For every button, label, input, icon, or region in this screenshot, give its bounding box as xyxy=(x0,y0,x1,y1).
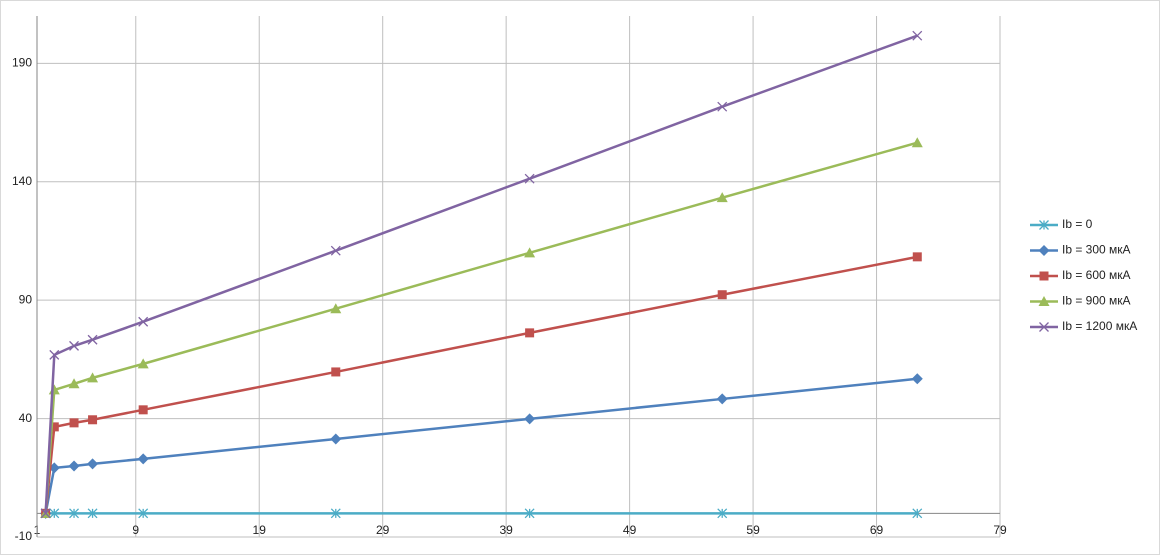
marker xyxy=(40,508,51,519)
marker xyxy=(330,508,341,519)
marker xyxy=(138,405,148,415)
marker xyxy=(911,373,923,385)
x-tick-label: 19 xyxy=(253,523,267,537)
y-tick-label: 90 xyxy=(19,292,33,306)
marker xyxy=(524,173,535,184)
legend-label: Ib = 900 мкА xyxy=(1062,294,1131,308)
marker xyxy=(87,458,99,470)
marker xyxy=(524,247,536,258)
marker xyxy=(137,453,149,465)
marker xyxy=(49,349,60,360)
legend-label: Ib = 300 мкА xyxy=(1062,243,1131,257)
marker xyxy=(68,378,80,389)
marker xyxy=(49,422,59,432)
marker xyxy=(1039,220,1049,230)
x-tick-label: 69 xyxy=(870,523,884,537)
x-tick-label: 29 xyxy=(376,523,390,537)
grid: -1040901401901919293949596979 xyxy=(12,16,1007,543)
marker xyxy=(88,415,98,425)
marker xyxy=(1039,271,1049,281)
legend-label: Ib = 600 мкА xyxy=(1062,268,1131,282)
marker xyxy=(68,460,80,472)
marker xyxy=(524,508,535,519)
marker xyxy=(138,316,149,327)
legend-label: Ib = 1200 мкА xyxy=(1062,319,1137,333)
marker xyxy=(912,252,922,262)
marker xyxy=(717,508,728,519)
marker xyxy=(137,358,149,369)
marker xyxy=(87,372,99,383)
x-tick-label: 79 xyxy=(993,523,1007,537)
marker xyxy=(1039,322,1049,332)
marker xyxy=(330,433,342,445)
marker xyxy=(524,413,536,425)
marker xyxy=(912,30,923,41)
x-tick-label: 9 xyxy=(132,523,139,537)
marker xyxy=(69,508,79,519)
marker xyxy=(1038,245,1050,256)
y-tick-label: 190 xyxy=(12,56,32,70)
marker xyxy=(87,508,98,519)
x-tick-label: 39 xyxy=(499,523,513,537)
marker xyxy=(716,192,728,203)
marker xyxy=(331,367,341,377)
y-tick-label: -10 xyxy=(15,529,33,543)
marker xyxy=(69,418,79,428)
legend-label: Ib = 0 xyxy=(1062,217,1093,231)
y-tick-label: 140 xyxy=(12,174,32,188)
marker xyxy=(911,137,923,148)
marker xyxy=(330,245,341,256)
marker xyxy=(1038,296,1050,306)
y-tick-label: 40 xyxy=(19,411,33,425)
marker xyxy=(87,334,98,345)
marker xyxy=(69,340,79,351)
legend: Ib = 0 Ib = 300 мкА Ib = 600 мкА Ib = 900 м… xyxy=(1030,217,1137,333)
marker xyxy=(717,290,727,300)
marker xyxy=(717,101,728,112)
marker xyxy=(330,303,342,314)
marker xyxy=(49,508,60,519)
x-tick-label: 49 xyxy=(623,523,637,537)
marker xyxy=(138,508,149,519)
plot xyxy=(40,30,923,519)
marker xyxy=(716,393,728,405)
marker xyxy=(525,328,535,338)
marker xyxy=(912,508,923,519)
x-tick-label: 59 xyxy=(746,523,760,537)
